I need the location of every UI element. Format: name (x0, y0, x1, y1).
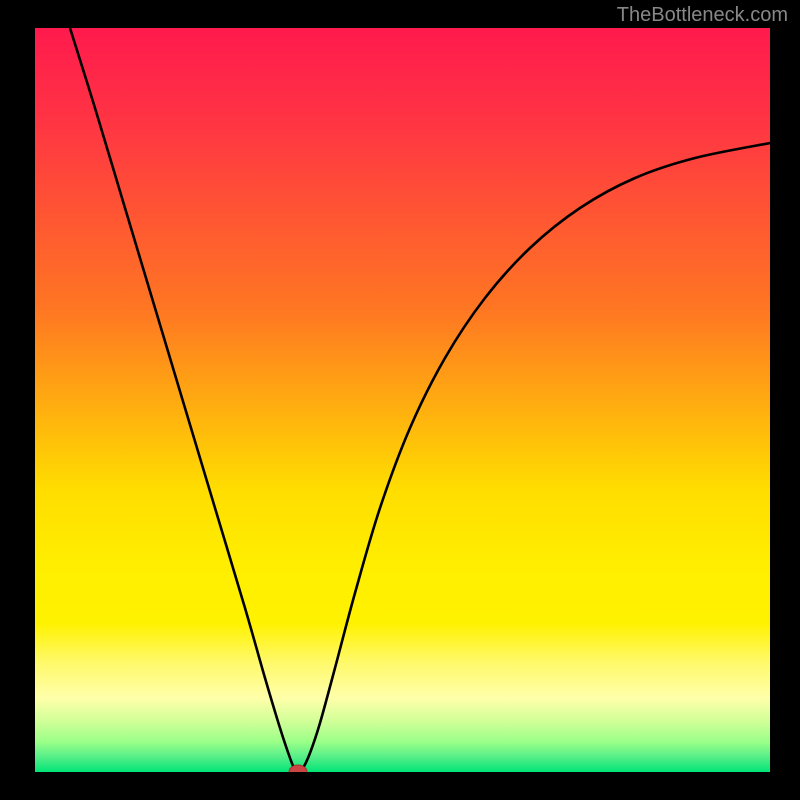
bottleneck-curve (70, 28, 770, 772)
plot-area (35, 28, 770, 772)
curve-layer (35, 28, 770, 772)
watermark-text: TheBottleneck.com (617, 4, 788, 27)
